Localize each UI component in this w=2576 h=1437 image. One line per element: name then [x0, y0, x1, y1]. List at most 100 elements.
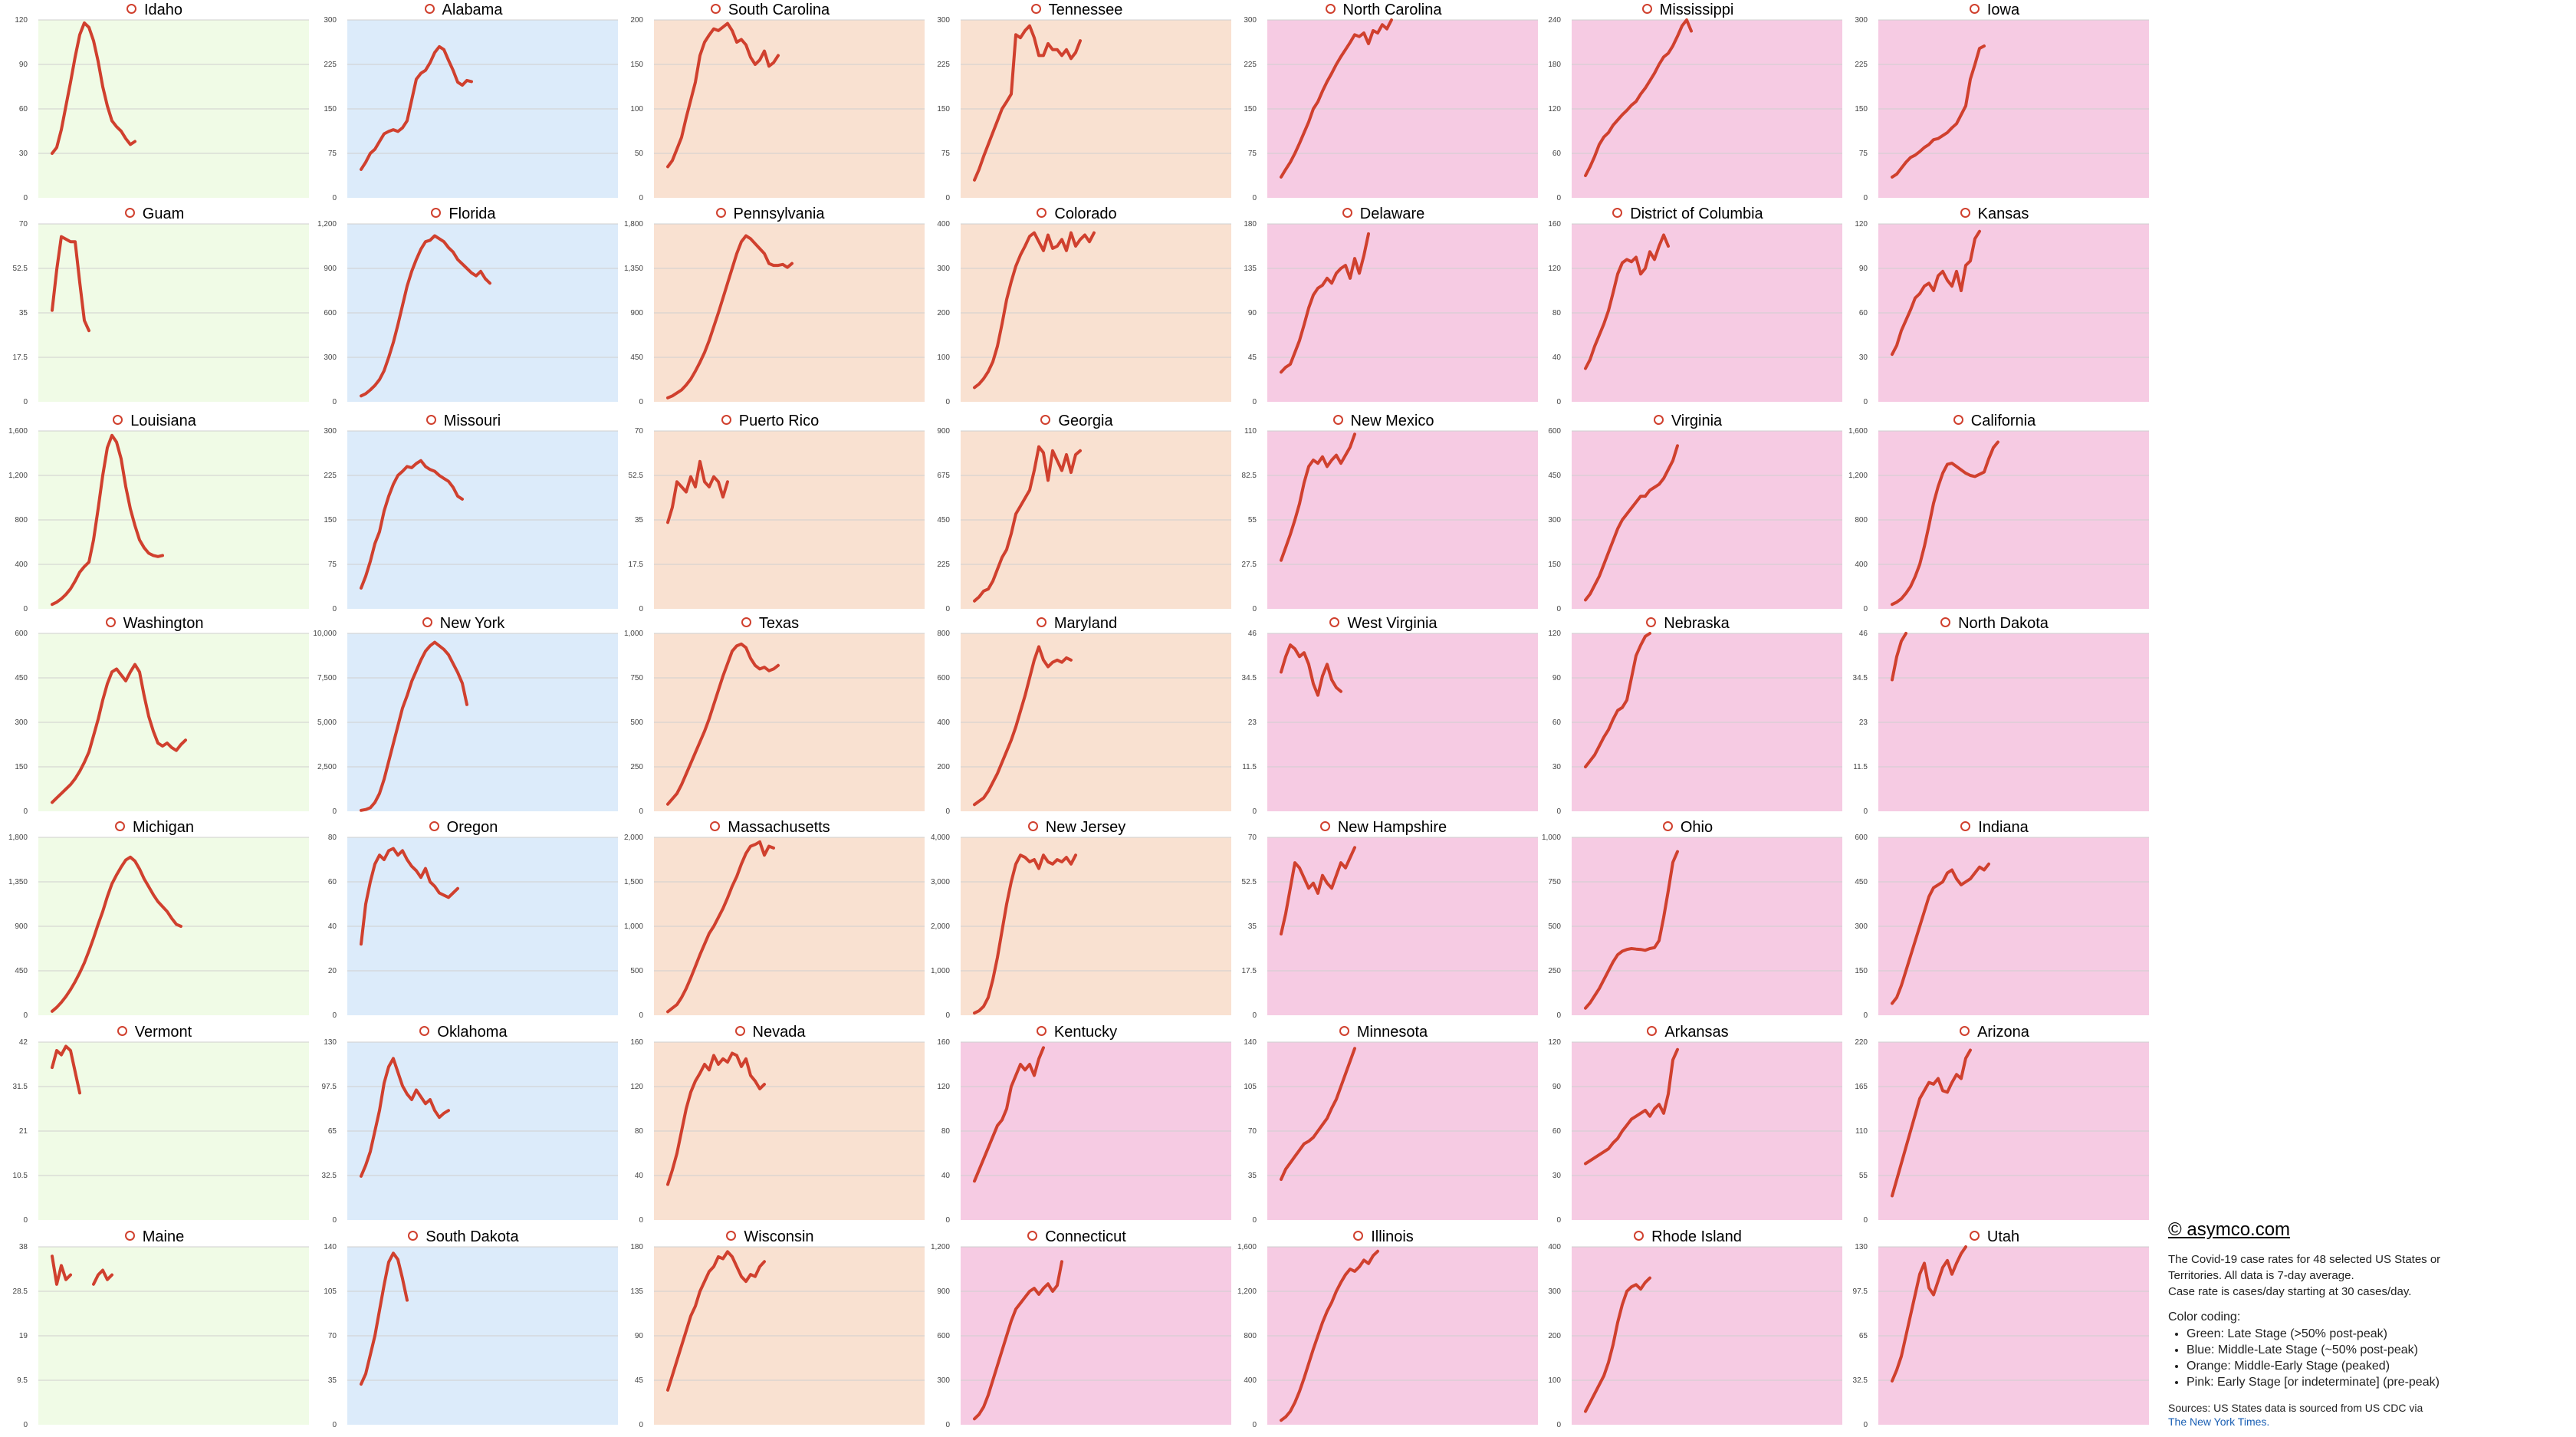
chart-title: Utah [1986, 1228, 2020, 1245]
chart-title: Maryland [1053, 615, 1118, 632]
y-tick-label: 0 [1556, 1216, 1561, 1225]
y-tick-label: 60 [1552, 150, 1562, 158]
y-tick-label: 1,200 [931, 1243, 950, 1251]
y-tick-label: 1,350 [8, 878, 28, 886]
sources-link[interactable]: The New York Times. [2168, 1416, 2270, 1428]
series-line [1280, 643, 1342, 697]
y-tick-label: 1,000 [624, 922, 643, 931]
brand-link[interactable]: © asymco.com [2168, 1219, 2291, 1240]
chart-svg: 0 17.5 35 52.5 70 [13, 220, 309, 406]
y-tick-label: 300 [937, 16, 950, 25]
chart-title-row: Idaho [0, 2, 309, 19]
chart-title: South Carolina [728, 2, 830, 18]
series-line [1891, 440, 1999, 607]
y-tick-label: 150 [1855, 967, 1868, 975]
legend-marker-icon [1940, 617, 1951, 627]
y-tick-label: 23 [1248, 718, 1257, 727]
y-tick-label: 120 [630, 1083, 643, 1091]
legend-marker-icon [1662, 821, 1673, 831]
y-tick-label: 300 [15, 718, 28, 727]
chart-title-row: North Carolina [1229, 2, 1538, 19]
y-tick-label: 17.5 [1242, 967, 1257, 975]
chart-title-row: Virginia [1533, 413, 1842, 430]
y-tick-label: 0 [1252, 194, 1257, 202]
chart-title: Florida [449, 206, 496, 222]
y-tick-label: 200 [937, 309, 950, 317]
legend-marker-icon [124, 1231, 135, 1241]
chart-panel: 0 200 400 600 800 Maryland [922, 613, 1231, 817]
chart-svg: 0 150 300 450 600 [15, 630, 309, 816]
legend-marker-icon [1641, 4, 1652, 14]
series-line [1891, 1048, 1972, 1198]
chart-svg: 0 32.5 65 97.5 130 [322, 1038, 618, 1225]
y-tick-label: 1,600 [1848, 427, 1868, 436]
chart-title: Arkansas [1664, 1024, 1729, 1041]
y-tick-label: 2,000 [624, 834, 643, 842]
y-tick-label: 1,200 [8, 472, 28, 480]
chart-title: Colorado [1054, 206, 1117, 222]
y-tick-label: 225 [937, 61, 950, 69]
chart-panel: 0 100 200 300 400 Rhode Island [1533, 1227, 1842, 1431]
chart-panel: 0 250 500 750 1,000 Texas [616, 613, 925, 817]
chart-panel: 0 9.5 19 28.5 38 Maine [0, 1227, 309, 1431]
y-tick-label: 400 [1855, 561, 1868, 569]
legend-marker-icon [1353, 1231, 1364, 1241]
y-tick-label: 900 [630, 309, 643, 317]
y-tick-label: 0 [23, 1216, 28, 1225]
y-tick-label: 55 [1248, 516, 1257, 524]
chart-title-row: Illinois [1229, 1228, 1538, 1246]
sources: Sources: US States data is sourced from … [2168, 1401, 2551, 1429]
chart-panel: 0 150 300 450 600 Washington [0, 613, 309, 817]
legend-marker-icon [419, 1026, 430, 1036]
y-tick-label: 500 [630, 718, 643, 727]
chart-title: California [1970, 413, 2036, 429]
y-tick-label: 0 [639, 1011, 643, 1020]
series-line [1280, 432, 1356, 562]
legend-marker-icon [105, 617, 116, 627]
y-tick-label: 34.5 [1242, 674, 1257, 682]
y-tick-label: 0 [1863, 807, 1868, 816]
y-tick-label: 70 [19, 220, 28, 229]
y-tick-label: 0 [1863, 1421, 1868, 1429]
chart-title: Illinois [1371, 1228, 1414, 1245]
chart-svg: 0 45 90 135 180 [630, 1243, 925, 1429]
y-tick-label: 750 [630, 674, 643, 682]
y-tick-label: 0 [1252, 605, 1257, 613]
y-tick-label: 140 [1244, 1038, 1257, 1047]
series-line [1280, 232, 1370, 374]
legend-marker-icon [1960, 821, 1971, 831]
chart-panel: 0 75 150 225 300 Tennessee [922, 0, 1231, 204]
chart-panel: 0 30 60 90 120 Nebraska [1533, 613, 1842, 817]
y-tick-label: 120 [15, 16, 28, 25]
chart-title: New Jersey [1045, 819, 1126, 836]
chart-title-row: Michigan [0, 819, 309, 837]
chart-svg: 0 40 80 120 160 [1548, 220, 1842, 406]
series-line [973, 1260, 1063, 1421]
chart-svg: 0 35 70 105 140 [1244, 1038, 1538, 1225]
y-tick-label: 90 [635, 1332, 644, 1340]
chart-title-row: Vermont [0, 1024, 309, 1041]
y-tick-label: 0 [332, 605, 337, 613]
legend-marker-icon [422, 617, 432, 627]
y-tick-label: 225 [937, 561, 950, 569]
legend-marker-icon [1027, 821, 1038, 831]
y-tick-label: 300 [937, 265, 950, 273]
legend-marker-icon [117, 1026, 127, 1036]
y-tick-label: 1,800 [624, 220, 643, 229]
chart-title-row: Washington [0, 615, 309, 633]
series-line [1584, 1276, 1651, 1413]
chart-panel: 0 450 900 1,350 1,800 Michigan [0, 817, 309, 1021]
y-tick-label: 0 [945, 194, 950, 202]
y-tick-label: 40 [328, 922, 337, 931]
y-tick-label: 5,000 [317, 718, 337, 727]
series-line [666, 840, 775, 1014]
chart-svg: 0 40 80 120 160 [630, 1038, 925, 1225]
y-tick-label: 52.5 [13, 265, 28, 273]
color-coding-item: Orange: Middle-Early Stage (peaked) [2187, 1358, 2551, 1374]
y-tick-label: 0 [1556, 1421, 1561, 1429]
y-tick-label: 70 [328, 1332, 337, 1340]
chart-title-row: New York [309, 615, 618, 633]
chart-svg: 0 30 60 90 120 [1855, 220, 2149, 406]
chart-panel: 0 500 1,000 1,500 2,000 Massachusetts [616, 817, 925, 1021]
chart-panel: 0 40 80 120 160 Kentucky [922, 1022, 1231, 1226]
